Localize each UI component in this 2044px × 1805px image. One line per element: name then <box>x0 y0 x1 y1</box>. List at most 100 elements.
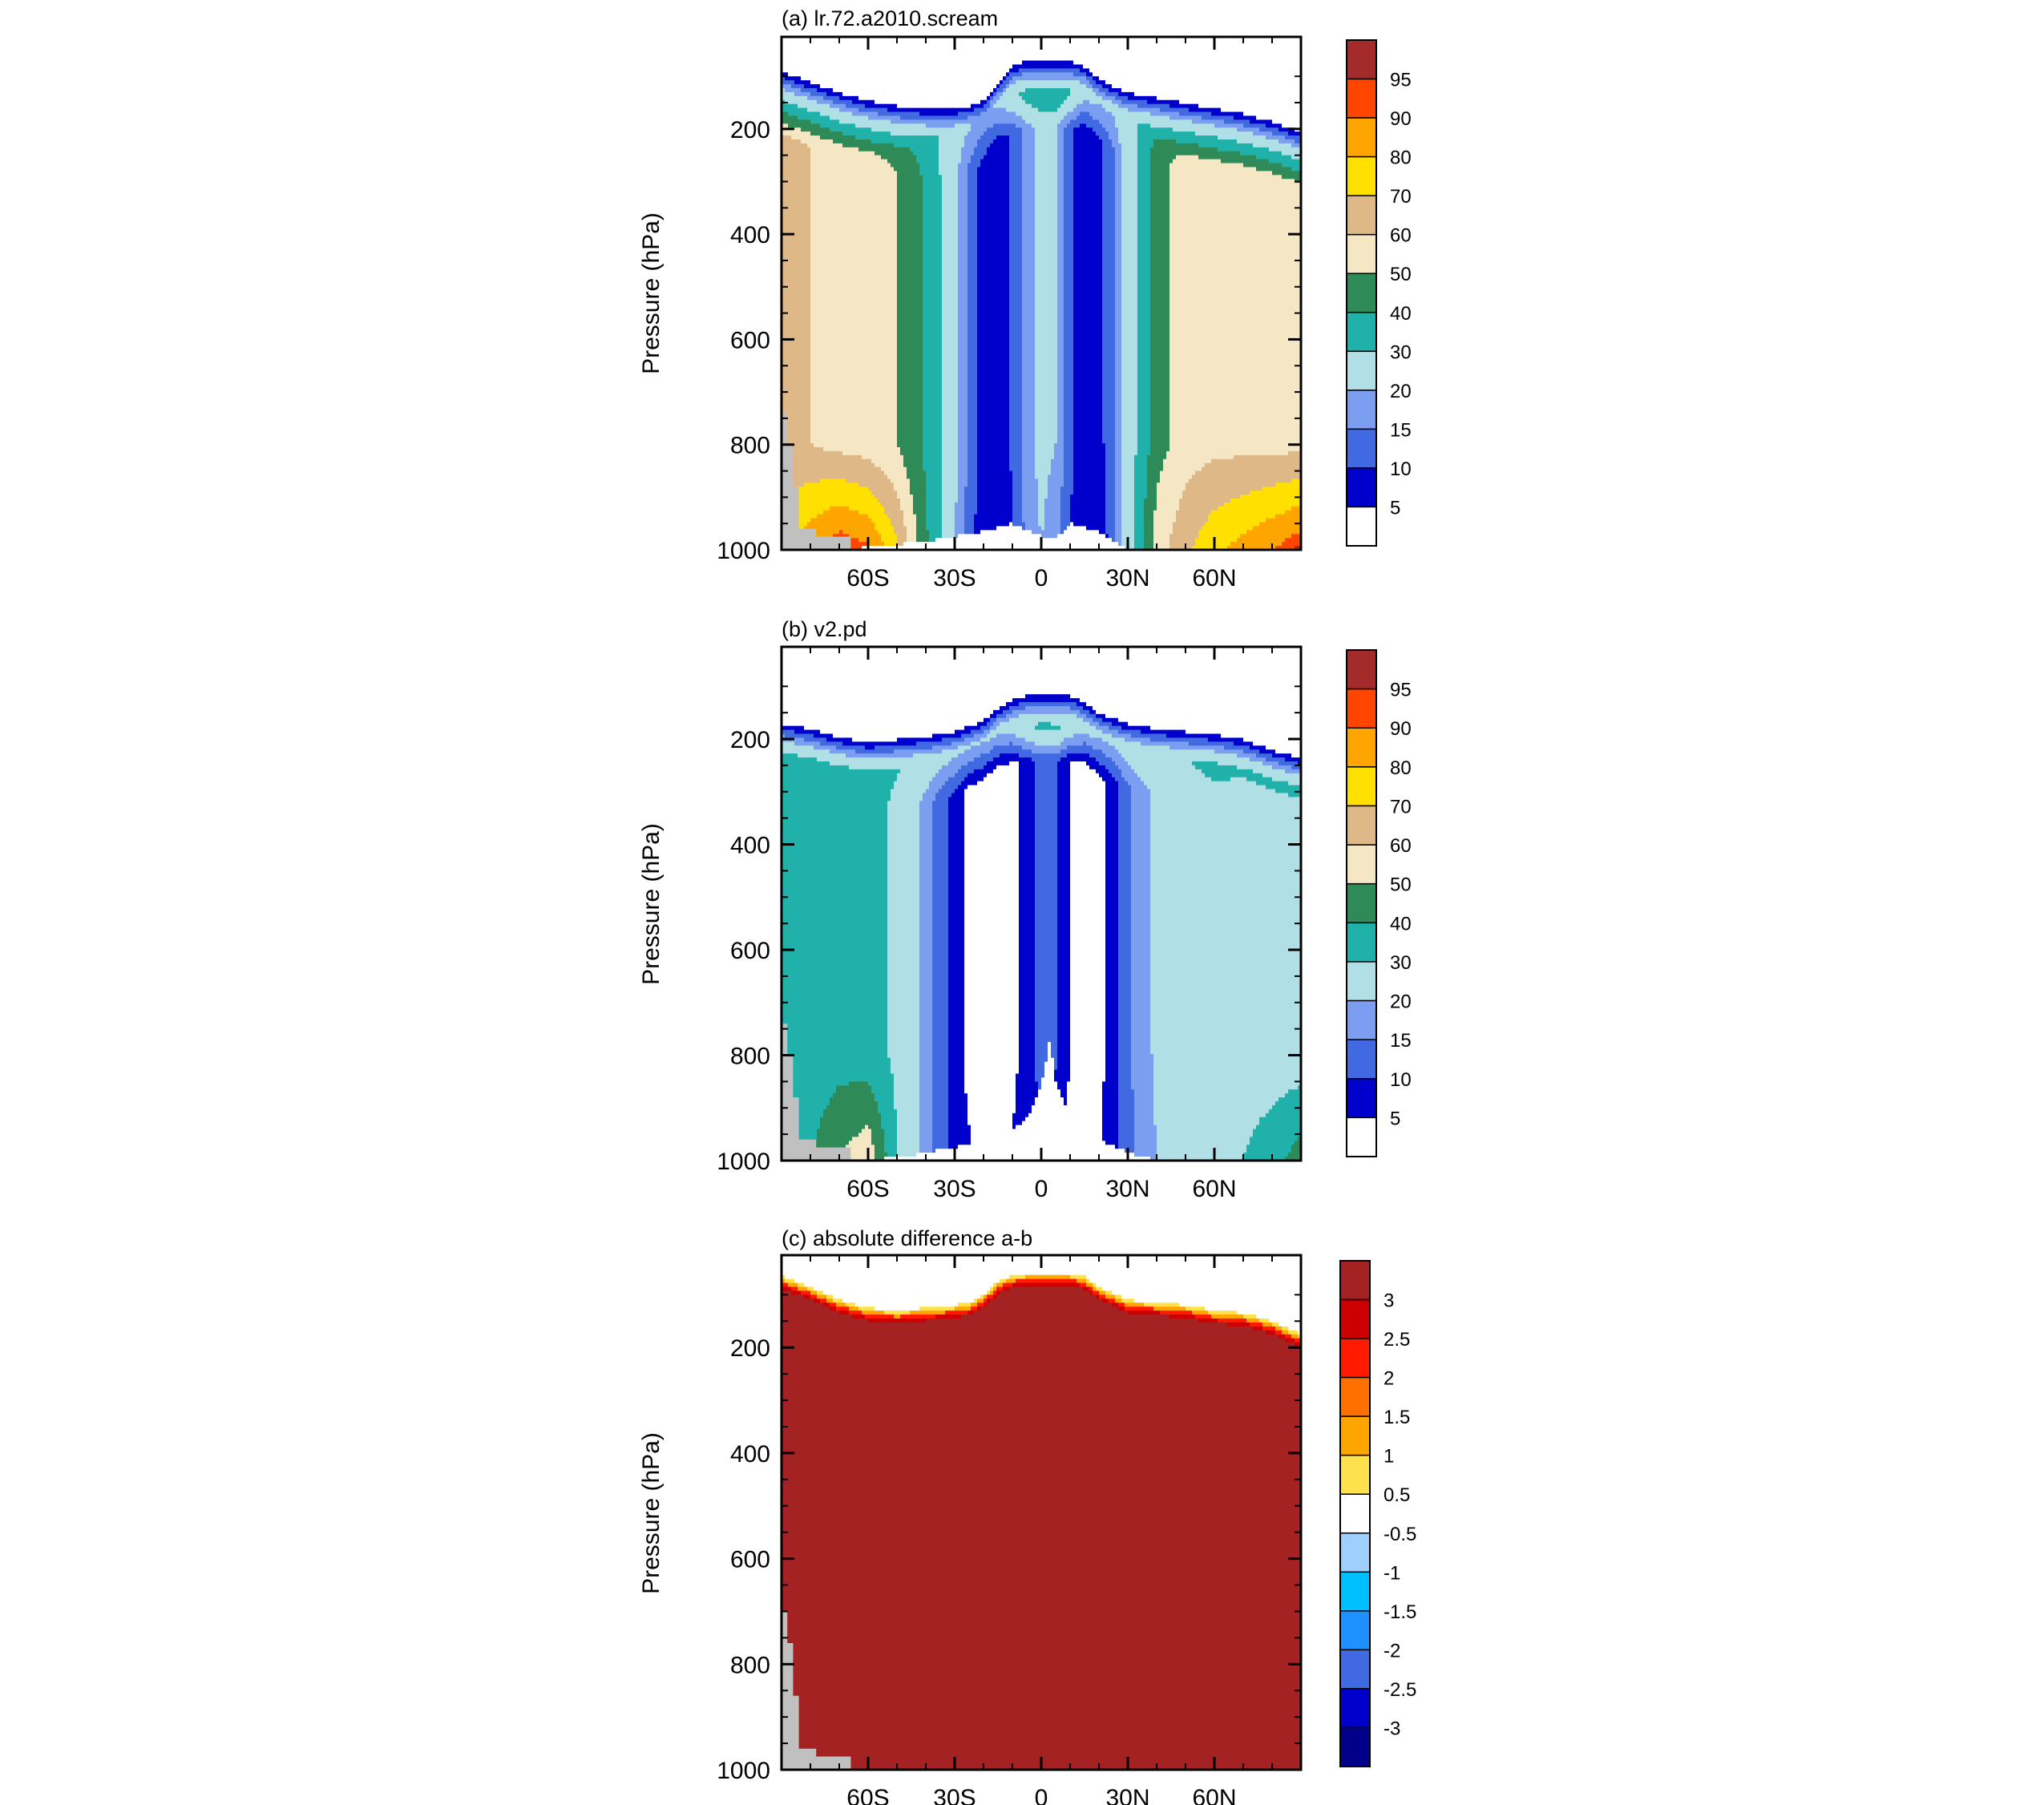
contour-cell <box>1134 1306 1138 1311</box>
contour-cell <box>785 1290 789 1770</box>
contour-cell <box>1093 80 1097 89</box>
contour-cell <box>907 119 911 124</box>
contour-cell <box>849 647 853 739</box>
contour-cell <box>1041 1282 1045 1288</box>
contour-cell <box>977 139 981 168</box>
contour-cell <box>846 1314 850 1770</box>
contour-cell <box>951 1318 955 1770</box>
contour-cell <box>833 1306 837 1311</box>
contour-cell <box>881 647 885 742</box>
contour-cell <box>1272 1104 1276 1161</box>
contour-cell <box>1080 733 1084 746</box>
contour-cell <box>1025 702 1029 707</box>
contour-cell <box>833 103 837 109</box>
contour-cell <box>1243 37 1247 117</box>
contour-cell <box>1211 107 1215 117</box>
contour-cell <box>1272 647 1276 750</box>
contour-cell <box>1285 647 1289 754</box>
contour-cell <box>785 725 789 731</box>
contour-cell <box>1256 135 1260 148</box>
contour-cell <box>1288 167 1292 180</box>
contour-cell <box>788 1282 792 1288</box>
contour-cell <box>782 1282 786 1288</box>
contour-cell <box>1128 733 1132 742</box>
contour-cell <box>932 1318 936 1770</box>
contour-cell <box>919 37 923 109</box>
contour-cell <box>1128 37 1132 93</box>
contour-cell <box>1266 454 1270 487</box>
contour-cell <box>1173 522 1177 550</box>
contour-cell <box>1009 761 1013 1161</box>
contour-cell <box>830 741 834 746</box>
contour-cell <box>907 1314 911 1319</box>
contour-cell <box>1125 1255 1129 1299</box>
contour-cell <box>1041 37 1045 62</box>
contour-cell <box>932 37 936 109</box>
contour-cell <box>1032 1282 1036 1288</box>
contour-cell <box>823 103 827 117</box>
contour-cell <box>1266 1326 1270 1331</box>
contour-cell <box>1073 1278 1077 1284</box>
contour-cell <box>788 647 792 727</box>
contour-cell <box>993 647 997 711</box>
contour-cell <box>894 647 898 742</box>
colorbar-frame <box>1346 649 1377 1157</box>
contour-cell <box>1262 487 1266 523</box>
contour-cell <box>929 542 933 550</box>
contour-cell <box>1288 483 1292 511</box>
contour-cell <box>868 37 872 101</box>
contour-cell <box>1205 745 1209 750</box>
contour-cell <box>862 546 866 550</box>
contour-cell <box>807 1298 811 1770</box>
contour-cell <box>948 749 952 762</box>
contour-cell <box>1282 542 1286 550</box>
contour-cell <box>833 95 837 105</box>
contour-cell <box>1057 694 1061 703</box>
contour-cell <box>1282 514 1286 543</box>
contour-cell <box>1044 647 1048 695</box>
contour-cell <box>1227 139 1231 152</box>
contour-cell <box>1202 111 1206 120</box>
contour-cell <box>1205 111 1209 120</box>
contour-cell <box>913 753 917 1157</box>
contour-cell <box>1192 143 1196 156</box>
contour-cell <box>1166 127 1170 140</box>
contour-cell <box>1006 721 1010 735</box>
contour-cell <box>836 749 840 754</box>
contour-cell <box>881 1314 885 1319</box>
contour-cell <box>804 91 808 97</box>
contour-cell <box>1025 37 1029 62</box>
contour-cell <box>875 546 879 550</box>
contour-cell <box>1237 151 1241 164</box>
contour-cell <box>1006 76 1010 85</box>
contour-cell <box>878 37 882 105</box>
contour-cell <box>1150 733 1154 742</box>
contour-cell <box>1077 717 1081 735</box>
contour-cell <box>1256 749 1260 758</box>
contour-cell <box>1163 37 1167 101</box>
contour-cell <box>1227 781 1231 1161</box>
contour-cell <box>782 1255 786 1276</box>
contour-cell <box>1060 80 1064 89</box>
contour-cell <box>871 1255 875 1307</box>
contour-cell <box>881 1129 885 1161</box>
contour-cell <box>971 785 975 1161</box>
contour-cell <box>984 131 988 156</box>
contour-cell <box>862 103 866 113</box>
colorbar-box <box>1346 844 1377 885</box>
contour-cell <box>1125 761 1129 782</box>
panel-c: (c) absolute difference a-b Pressure (hP… <box>638 1226 1416 1805</box>
contour-cell <box>916 123 920 136</box>
contour-cell <box>916 119 920 124</box>
colorbar-label: 15 <box>1390 1030 1412 1052</box>
contour-cell <box>1163 115 1167 128</box>
contour-cell <box>791 115 795 128</box>
contour-cell <box>1144 111 1148 124</box>
contour-cell <box>993 95 997 105</box>
contour-cell <box>1218 647 1222 735</box>
contour-cell <box>1051 1274 1055 1280</box>
contour-cell <box>1028 1274 1032 1280</box>
contour-cell <box>1086 705 1090 711</box>
contour-cell <box>1099 80 1103 85</box>
contour-cell <box>967 1145 972 1161</box>
